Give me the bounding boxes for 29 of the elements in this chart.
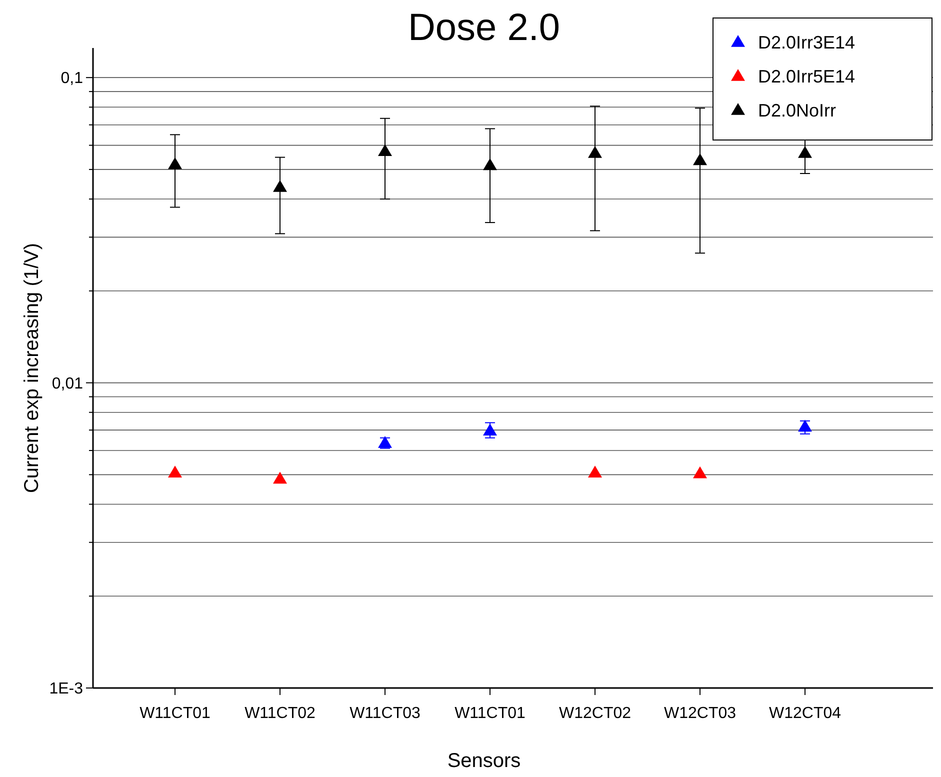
point bbox=[273, 472, 287, 484]
point bbox=[378, 144, 392, 156]
x-tick-label: W12CT03 bbox=[664, 705, 736, 722]
y-axis-title: Current exp increasing (1/V) bbox=[21, 242, 43, 494]
y-tick-label: 0,1 bbox=[60, 70, 84, 88]
y-tick-label: 1E-3 bbox=[49, 680, 84, 698]
point bbox=[168, 157, 182, 170]
x-tick-label: W12CT02 bbox=[558, 705, 632, 722]
x-tick-label: W11CT01 bbox=[454, 705, 526, 722]
x-axis-title: Sensors bbox=[447, 750, 521, 772]
x-tick-label: W11CT03 bbox=[350, 705, 421, 722]
point bbox=[693, 466, 707, 478]
legend-label: D2.0NoIrr bbox=[758, 100, 836, 120]
x-tick-label: W11CT01 bbox=[140, 705, 211, 722]
x-tick-label: W12CT04 bbox=[768, 705, 842, 722]
point bbox=[168, 466, 182, 478]
point bbox=[798, 146, 812, 158]
point bbox=[483, 158, 497, 170]
y-tick-label: 0,01 bbox=[52, 375, 84, 392]
legend-label: D2.0Irr5E14 bbox=[758, 66, 856, 86]
chart-title: Dose 2.0 bbox=[408, 7, 560, 49]
point bbox=[588, 466, 602, 478]
point bbox=[693, 153, 707, 166]
legend-label: D2.0Irr3E14 bbox=[758, 32, 856, 52]
point bbox=[588, 146, 602, 158]
x-tick-label: W11CT02 bbox=[244, 705, 316, 722]
point bbox=[483, 424, 497, 436]
point bbox=[798, 420, 812, 432]
point bbox=[273, 180, 287, 192]
